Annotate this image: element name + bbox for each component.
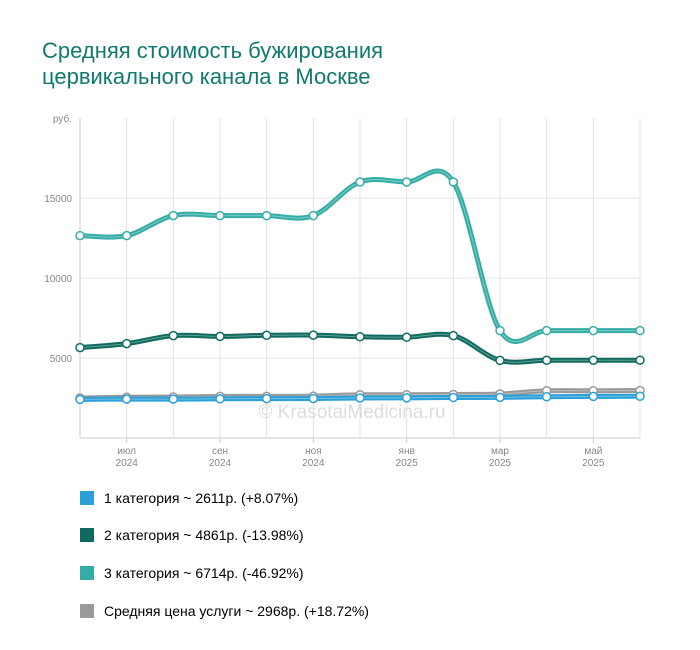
data-point bbox=[168, 394, 179, 404]
x-tick-year: 2025 bbox=[582, 458, 605, 469]
legend-item[interactable]: 3 категория ~ 6714р. (-46.92%) bbox=[80, 563, 369, 582]
data-point bbox=[541, 325, 552, 336]
y-tick-label: 10000 bbox=[44, 274, 72, 285]
legend-label: 1 категория ~ 2611р. (+8.07%) bbox=[104, 489, 299, 506]
data-point bbox=[635, 325, 645, 336]
line-chart: © KrasotaiMedicina.ru 5000 10000 15000 руб.… bbox=[44, 113, 645, 469]
data-point bbox=[215, 210, 225, 221]
data-point bbox=[588, 325, 599, 336]
legend-item[interactable]: 1 категория ~ 2611р. (+8.07%) bbox=[80, 488, 369, 507]
x-tick-month: сен bbox=[212, 446, 228, 457]
data-point bbox=[75, 394, 85, 405]
data-point bbox=[355, 331, 365, 342]
data-point bbox=[588, 355, 599, 365]
watermark: © KrasotaiMedicina.ru bbox=[258, 402, 445, 423]
legend-label: 3 категория ~ 6714р. (-46.92%) bbox=[104, 564, 304, 581]
legend-swatch bbox=[80, 603, 94, 618]
data-point bbox=[448, 392, 459, 403]
legend-item[interactable]: Средняя цена услуги ~ 2968р. (+18.72%) bbox=[80, 601, 369, 620]
x-tick-month: мар bbox=[491, 446, 509, 457]
data-point bbox=[215, 331, 225, 342]
x-tick-month: июл bbox=[117, 446, 136, 457]
x-tick-year: 2025 bbox=[489, 458, 512, 469]
data-point bbox=[308, 393, 319, 404]
chart-title-line-2: цервикального канала в Москве bbox=[42, 64, 371, 89]
legend-swatch bbox=[80, 565, 94, 580]
data-point bbox=[261, 393, 272, 404]
y-axis-label: руб. bbox=[53, 113, 72, 125]
data-point bbox=[495, 325, 505, 336]
chart-title: Средняя стоимость бужирования цервикальн… bbox=[42, 38, 642, 90]
data-point bbox=[541, 355, 552, 365]
chart-title-line-1: Средняя стоимость бужирования bbox=[42, 38, 384, 63]
data-point bbox=[261, 210, 272, 221]
data-point bbox=[401, 177, 412, 187]
legend-swatch bbox=[80, 528, 94, 543]
data-point bbox=[168, 210, 179, 221]
data-point bbox=[401, 332, 412, 342]
data-point bbox=[355, 177, 365, 187]
data-point bbox=[448, 177, 459, 187]
data-point bbox=[588, 391, 599, 402]
tick-labels: 50001000015000руб.июл2024сен2024ноя2024я… bbox=[44, 113, 605, 469]
legend-label: Средняя цена услуги ~ 2968р. (+18.72%) bbox=[104, 602, 369, 619]
data-point bbox=[448, 330, 459, 341]
x-tick-year: 2024 bbox=[209, 458, 232, 469]
y-tick-label: 5000 bbox=[50, 354, 73, 365]
legend-item[interactable]: 2 категория ~ 4861р. (-13.98%) bbox=[80, 526, 369, 545]
data-point bbox=[121, 338, 132, 349]
x-tick-year: 2025 bbox=[396, 458, 419, 469]
data-point bbox=[168, 330, 179, 341]
data-point bbox=[75, 342, 85, 353]
data-point bbox=[75, 230, 85, 241]
data-point bbox=[635, 355, 645, 365]
legend-swatch bbox=[80, 490, 94, 505]
data-point bbox=[635, 391, 645, 401]
data-point bbox=[495, 392, 505, 403]
data-point bbox=[121, 230, 132, 241]
x-tick-month: май bbox=[584, 446, 602, 457]
data-point bbox=[215, 394, 225, 404]
grid-lines bbox=[79, 118, 641, 438]
y-tick-label: 15000 bbox=[44, 194, 72, 205]
data-point bbox=[261, 330, 272, 341]
data-point bbox=[495, 355, 505, 366]
legend-label: 2 категория ~ 4861р. (-13.98%) bbox=[104, 527, 304, 544]
x-tick-month: ноя bbox=[305, 446, 322, 457]
x-tick-month: янв bbox=[399, 446, 415, 457]
data-point bbox=[355, 393, 365, 403]
data-point bbox=[401, 393, 412, 403]
data-point bbox=[541, 391, 552, 402]
x-tick-year: 2024 bbox=[302, 458, 325, 469]
axes bbox=[79, 118, 640, 443]
data-point bbox=[121, 394, 132, 404]
data-point bbox=[308, 330, 319, 340]
x-tick-year: 2024 bbox=[116, 458, 139, 469]
data-points bbox=[75, 177, 645, 405]
legend: 1 категория ~ 2611р. (+8.07%) 2 категори… bbox=[80, 488, 369, 639]
data-point bbox=[308, 210, 319, 221]
